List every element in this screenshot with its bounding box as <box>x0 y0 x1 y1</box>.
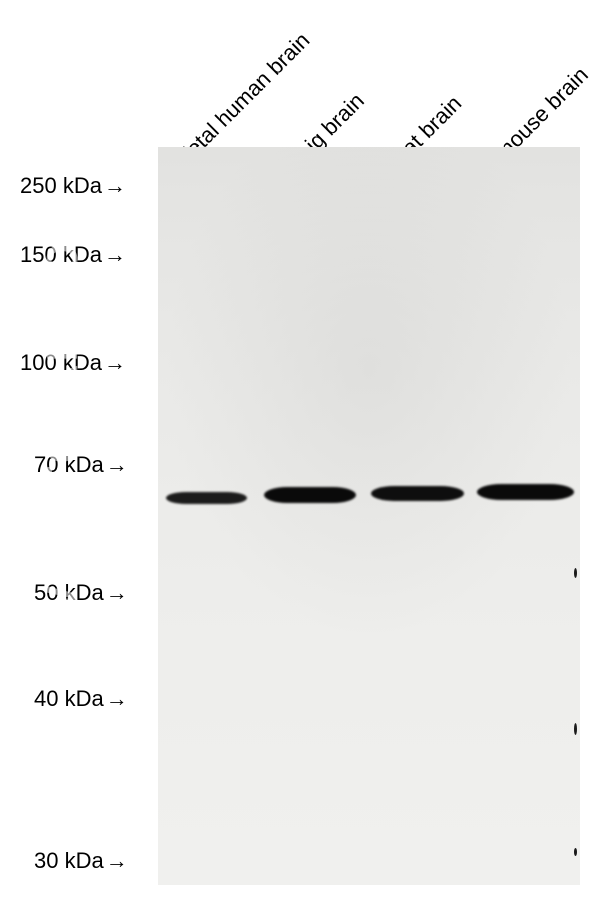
artifact-0 <box>574 568 577 578</box>
blot-membrane <box>158 147 580 885</box>
arrow-icon: → <box>106 452 128 478</box>
artifact-1 <box>574 723 577 735</box>
marker-30: 30 kDa→ <box>34 848 128 874</box>
artifact-2 <box>574 848 577 856</box>
marker-labels-group: 250 kDa→ 150 kDa→ 100 kDa→ 70 kDa→ 50 kD… <box>0 0 155 909</box>
figure-container: fetal human brain pig brain rat brain mo… <box>0 0 605 909</box>
band-lane-3 <box>477 484 574 500</box>
marker-100: 100 kDa→ <box>20 350 126 376</box>
marker-50: 50 kDa→ <box>34 580 128 606</box>
arrow-icon: → <box>106 848 128 874</box>
band-lane-1 <box>264 487 357 503</box>
arrow-icon: → <box>104 242 126 268</box>
blot-shading <box>158 147 580 885</box>
arrow-icon: → <box>104 173 126 199</box>
band-lane-2 <box>371 486 464 501</box>
band-lane-0 <box>166 492 246 504</box>
arrow-icon: → <box>106 580 128 606</box>
marker-40: 40 kDa→ <box>34 686 128 712</box>
arrow-icon: → <box>104 350 126 376</box>
marker-250: 250 kDa→ <box>20 173 126 199</box>
marker-70: 70 kDa→ <box>34 452 128 478</box>
marker-150: 150 kDa→ <box>20 242 126 268</box>
arrow-icon: → <box>106 686 128 712</box>
